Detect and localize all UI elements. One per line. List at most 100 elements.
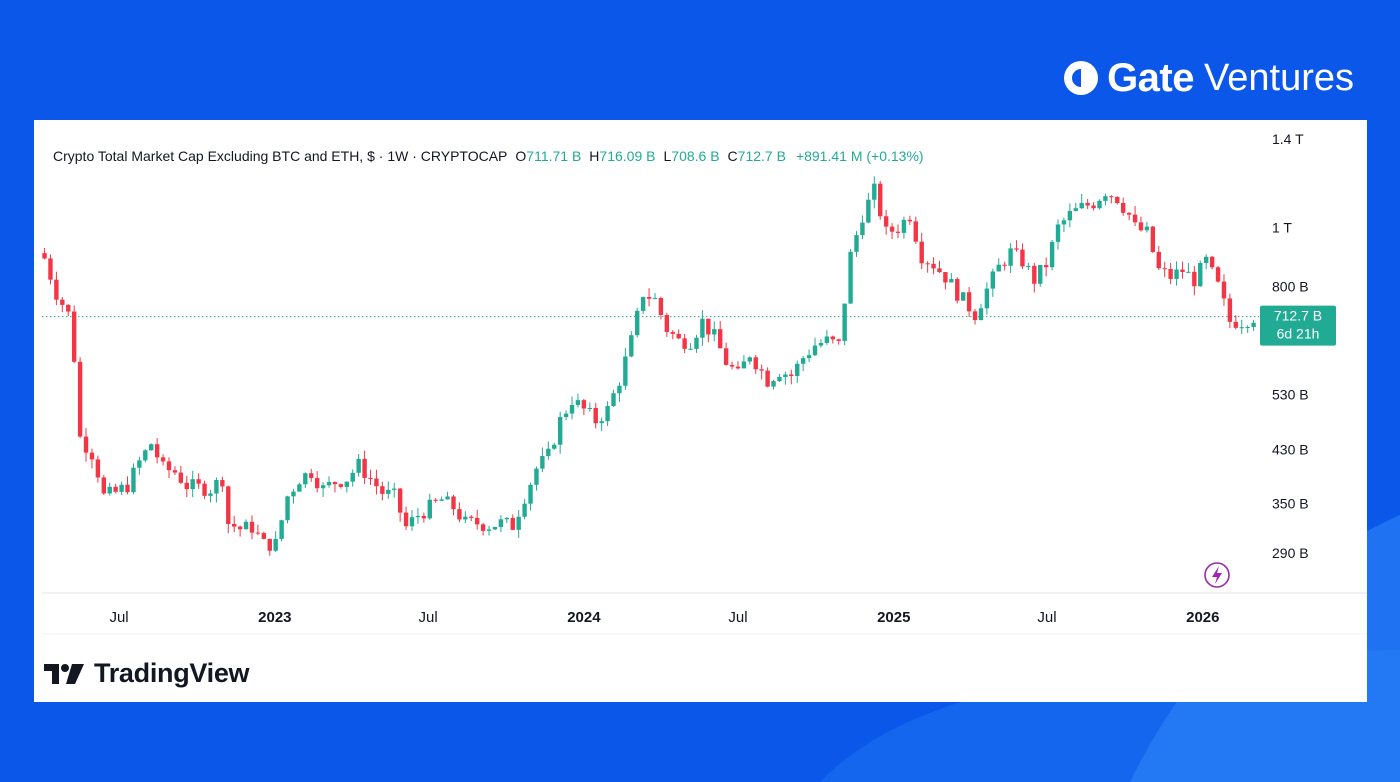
candle-body — [854, 235, 859, 252]
candle-body — [540, 456, 545, 469]
candle-body — [552, 444, 557, 449]
candle-body — [48, 258, 53, 280]
candle-body — [427, 499, 432, 519]
candle-body — [231, 523, 237, 527]
candle-body — [291, 491, 296, 497]
candle-body — [1198, 263, 1203, 287]
candle-body — [635, 310, 640, 336]
candle-body — [415, 515, 421, 518]
legend-high-label: H — [589, 148, 600, 164]
candle-body — [1132, 214, 1138, 223]
candle-body — [1067, 210, 1073, 221]
candle-body — [741, 361, 747, 369]
candle-body — [528, 484, 533, 504]
price-tag — [1260, 305, 1336, 346]
candle-body — [694, 337, 699, 349]
candle-body — [836, 339, 841, 341]
candle-body — [149, 444, 154, 451]
candle-body — [243, 521, 249, 530]
y-tick-label: 290 B — [1272, 545, 1309, 561]
candle-body — [1221, 281, 1227, 299]
candle-body — [996, 264, 1001, 272]
tradingview-logo: TradingView — [44, 658, 250, 689]
candle-body — [1103, 196, 1108, 201]
candle-body — [1014, 248, 1019, 250]
candle-body — [125, 484, 130, 493]
candle-body — [569, 404, 575, 414]
candle-body — [522, 503, 527, 517]
candle-body — [77, 361, 83, 437]
candle-body — [486, 529, 492, 531]
candle-body — [623, 356, 628, 386]
candle-body — [326, 482, 332, 486]
candle-body — [178, 472, 184, 483]
candle-body — [439, 499, 444, 501]
candle-body — [990, 271, 996, 289]
candle-body — [1002, 264, 1007, 266]
candle-body — [445, 496, 450, 500]
candle-body — [670, 332, 675, 334]
candle-body — [1097, 200, 1102, 209]
y-tick-label: 1.4 T — [1272, 131, 1304, 147]
candle-body — [344, 481, 350, 487]
legend-low-label: L — [663, 148, 672, 164]
tradingview-logo-text: TradingView — [94, 658, 250, 688]
candle-body — [581, 400, 587, 409]
candle-body — [143, 450, 148, 461]
candle-body — [866, 199, 871, 223]
candle-body — [119, 484, 124, 492]
candle-body — [842, 303, 847, 341]
candle-body — [1121, 203, 1126, 213]
candle-body — [848, 251, 853, 304]
candle-body — [937, 268, 942, 273]
candle-body — [966, 292, 972, 312]
candlestick-chart[interactable]: 290 B 350 B 430 B 530 B 800 B 1 T 1.4 T Jul 2023… — [34, 120, 1367, 702]
candle-body — [226, 486, 231, 524]
candle-body — [1043, 265, 1049, 268]
candle-body — [1138, 222, 1144, 231]
candle-body — [1239, 327, 1244, 329]
candle-body — [1156, 251, 1161, 269]
candle-body — [1174, 269, 1179, 279]
candle-body — [392, 488, 397, 490]
candle-body — [943, 272, 948, 283]
candle-body — [403, 512, 409, 527]
x-tick-label: 2026 — [1186, 609, 1219, 626]
candle-body — [960, 292, 966, 301]
candle-body — [907, 219, 913, 222]
candle-body — [1008, 248, 1013, 266]
candle-body — [1209, 256, 1215, 268]
candle-body — [54, 279, 59, 300]
candle-body — [421, 515, 427, 519]
candle-body — [878, 183, 883, 217]
candle-body — [605, 406, 610, 422]
candle-body — [214, 480, 219, 494]
candle-body — [285, 496, 290, 521]
candle-body — [735, 366, 741, 369]
price-tag-value: 712.7 B — [1274, 308, 1322, 324]
candle-body — [137, 460, 142, 468]
candle-body — [332, 482, 338, 485]
candle-body — [469, 516, 474, 518]
chart-legend: Crypto Total Market Cap Excluding BTC an… — [53, 148, 924, 164]
legend-change-value: +891.41 M (+0.13%) — [795, 148, 924, 164]
candle-body — [1203, 256, 1209, 264]
candle-body — [409, 517, 415, 527]
candle-body — [789, 374, 794, 377]
candle-body — [984, 288, 990, 309]
candle-body — [806, 355, 812, 359]
candle-body — [949, 279, 954, 283]
candle-body — [913, 221, 918, 242]
candle-body — [895, 231, 901, 233]
candle-body — [1245, 326, 1250, 328]
candle-body — [824, 336, 830, 343]
candle-body — [723, 348, 729, 365]
candle-body — [131, 467, 136, 493]
candle-body — [812, 345, 818, 356]
candle-body — [1085, 202, 1090, 206]
candle-body — [593, 408, 598, 424]
candle-body — [303, 473, 308, 485]
candle-body — [575, 400, 581, 405]
candle-body — [931, 263, 936, 269]
candle-body — [1115, 196, 1120, 204]
